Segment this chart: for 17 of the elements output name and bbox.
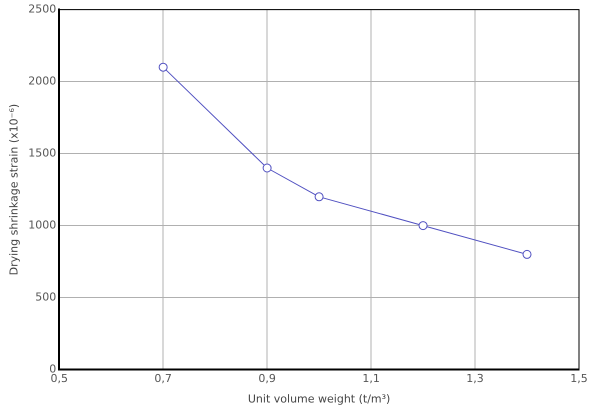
point (158, 62, 168, 72)
x-tick-label: 1,1 (362, 372, 380, 386)
x-tick-label: 0,9 (258, 372, 276, 386)
x-tick-label: 0,7 (154, 372, 172, 386)
point (262, 164, 272, 172)
point (418, 221, 428, 230)
y-tick-label: 1000 (28, 218, 56, 232)
y-tick-label: 1500 (28, 146, 56, 160)
y-axis-title: Drying shrinkage strain (x10⁻⁶) (7, 104, 20, 276)
y-tick-label: 500 (35, 290, 56, 304)
x-tick-label: 1,3 (466, 372, 484, 386)
point (522, 250, 532, 259)
y-tick-label: 2000 (28, 74, 56, 88)
point (314, 192, 324, 202)
x-axis-title: Unit volume weight (t/m³) (248, 392, 390, 406)
y-tick-label: 2500 (28, 2, 56, 16)
x-tick-label: 1,5 (570, 372, 588, 386)
